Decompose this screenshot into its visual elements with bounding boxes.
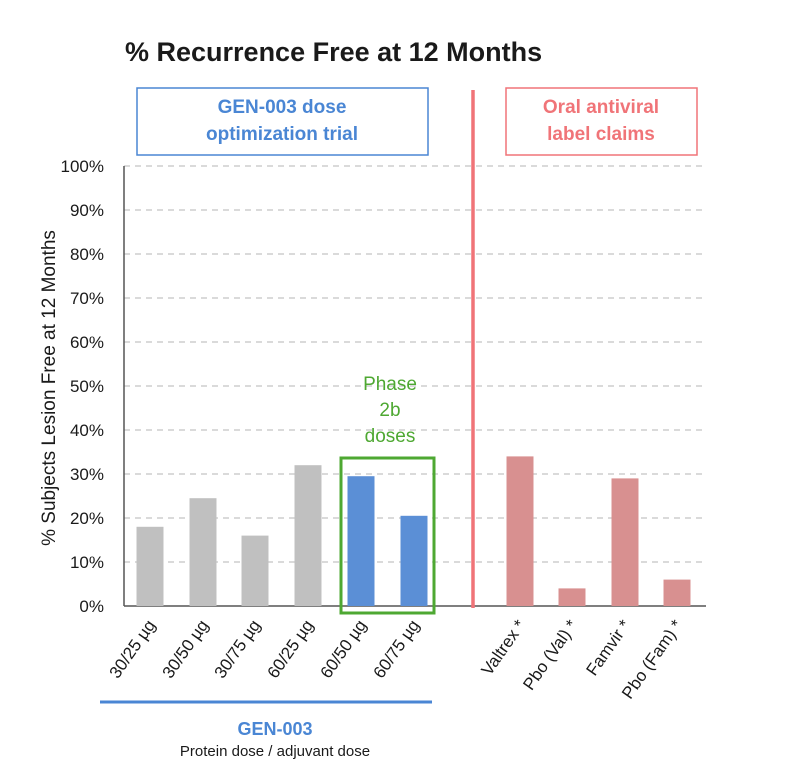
x-tick-label: 30/25 µg [106,616,160,681]
bar-antiviral-3 [611,478,639,606]
bar-gen003-5 [347,476,375,606]
y-tick-label: 100% [61,157,104,176]
bar-antiviral-2 [558,588,586,606]
y-tick-label: 80% [70,245,104,264]
bar-gen003-2 [189,498,217,606]
bar-gen003-6 [400,515,428,606]
gridlines [124,165,706,563]
x-tick-label: 30/50 µg [159,616,213,681]
y-tick-label: 30% [70,465,104,484]
x-tick-label: 30/75 µg [211,616,265,681]
chart-title: % Recurrence Free at 12 Months [125,37,542,67]
x-tick-label: 60/50 µg [317,616,371,681]
y-axis-label: % Subjects Lesion Free at 12 Months [39,230,60,546]
bar-gen003-1 [136,526,164,606]
bar-gen003-3 [241,535,269,606]
phase-2b-label-line-3: doses [365,426,416,447]
y-tick-label: 0% [79,597,104,616]
oral-antiviral-header-line-2: label claims [547,124,655,145]
phase-2b-label-line-2: 2b [379,400,400,421]
bars [136,456,691,606]
y-tick-label: 50% [70,377,104,396]
gen-003-group-label: GEN-003 [237,719,312,739]
y-tick-label: 10% [70,553,104,572]
y-tick-label: 20% [70,509,104,528]
gen-003-header-line-2: optimization trial [206,124,358,145]
phase-2b-label-line-1: Phase [363,374,417,395]
bar-antiviral-4 [663,579,691,606]
y-tick-label: 40% [70,421,104,440]
x-tick-label: 60/25 µg [264,616,318,681]
x-tick-label: Valtrex * [478,616,530,679]
y-axis-ticks: 0% 10% 20% 30% 40% 50% 60% 70% 80% 90% 100% [61,157,104,616]
gen-003-group-sublabel: Protein dose / adjuvant dose [180,743,370,760]
bar-antiviral-1 [506,456,534,606]
gen-003-header-box [136,87,429,156]
x-tick-label: 60/75 µg [370,616,424,681]
x-tick-label: Famvir * [582,616,634,679]
bar-gen003-4 [294,465,322,606]
phase-2b-box [339,456,436,615]
y-tick-label: 90% [70,201,104,220]
oral-antiviral-header-line-1: Oral antiviral [543,97,659,118]
oral-antiviral-header-box [505,87,698,156]
y-tick-label: 60% [70,333,104,352]
gen-003-header-line-1: GEN-003 dose [218,97,347,118]
y-tick-label: 70% [70,289,104,308]
